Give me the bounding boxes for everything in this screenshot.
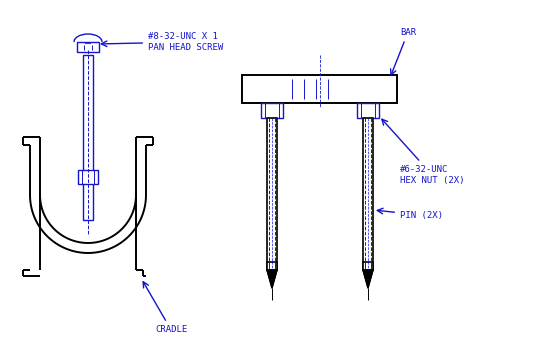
Polygon shape [363,270,373,288]
Bar [77,42,99,52]
Polygon shape [267,270,277,288]
Bar [363,118,373,270]
Text: CRADLE: CRADLE [143,282,187,334]
Text: BAR: BAR [390,27,416,75]
Bar [267,262,277,270]
Bar [363,262,373,270]
Text: PIN (2X): PIN (2X) [377,208,443,220]
Bar [78,170,98,184]
Bar [261,103,283,118]
Bar [83,55,93,220]
Text: #8-32-UNC X 1
PAN HEAD SCREW: #8-32-UNC X 1 PAN HEAD SCREW [102,32,223,52]
Bar [267,118,277,270]
Text: #6-32-UNC
HEX NUT (2X): #6-32-UNC HEX NUT (2X) [382,119,464,185]
Bar [242,75,397,103]
Bar [357,103,379,118]
